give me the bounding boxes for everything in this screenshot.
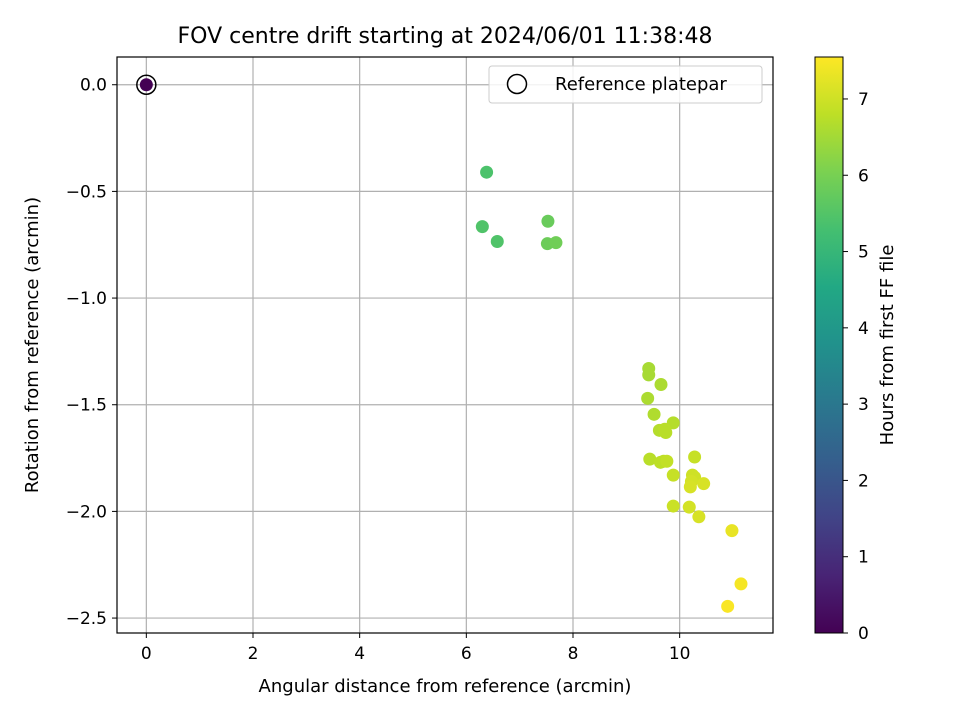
plot-frame <box>116 56 774 634</box>
colorbar: 0 1 2 3 4 5 6 7 Hours from first FF file <box>814 56 898 644</box>
legend-label: Reference platepar <box>555 74 727 95</box>
colorbar-tick-label: 2 <box>858 471 869 491</box>
reference-platepar-point <box>136 74 157 95</box>
legend: Reference platepar <box>488 65 763 104</box>
y-axis-ticks: 0.0 −0.5 −1.0 −1.5 −2.0 −2.5 <box>66 76 117 629</box>
data-point <box>643 452 657 466</box>
data-point <box>480 165 494 179</box>
data-point <box>641 391 655 405</box>
y-tick-label: −1.5 <box>66 396 107 416</box>
colorbar-tick-label: 1 <box>858 548 869 568</box>
legend-marker <box>506 73 528 95</box>
colorbar-tick-label: 4 <box>858 319 869 339</box>
data-point <box>734 577 748 591</box>
colorbar-tick-label: 5 <box>858 243 869 263</box>
y-tick-label: −2.0 <box>66 502 107 522</box>
y-tick-label: −0.5 <box>66 182 107 202</box>
data-point <box>139 78 153 92</box>
data-point <box>654 377 668 391</box>
colorbar-tick-label: 6 <box>858 166 869 186</box>
x-tick-label: 6 <box>461 644 472 664</box>
data-point <box>682 500 696 514</box>
data-point <box>725 524 739 538</box>
data-point <box>666 468 680 482</box>
data-point <box>659 425 673 439</box>
data-point <box>692 510 706 524</box>
y-tick-label: −2.5 <box>66 609 107 629</box>
y-axis-label: Rotation from reference (arcmin) <box>22 197 43 493</box>
grid <box>117 57 773 633</box>
x-tick-label: 8 <box>568 644 579 664</box>
plot-background <box>117 57 773 633</box>
reference-marker <box>136 74 157 95</box>
data-point <box>647 407 661 421</box>
data-point <box>541 214 555 228</box>
colorbar-tick-label: 0 <box>858 624 869 644</box>
colorbar-gradient <box>814 56 844 634</box>
data-point <box>549 236 563 250</box>
y-tick-label: −1.0 <box>66 289 107 309</box>
x-tick-label: 0 <box>141 644 152 664</box>
data-point <box>688 450 702 464</box>
data-point <box>642 368 656 382</box>
x-tick-label: 10 <box>669 644 691 664</box>
chart-title: FOV centre drift starting at 2024/06/01 … <box>178 24 713 49</box>
x-axis-label: Angular distance from reference (arcmin) <box>259 676 632 697</box>
colorbar-tick-label: 3 <box>858 395 869 415</box>
colorbar-label: Hours from first FF file <box>877 245 898 446</box>
x-tick-label: 4 <box>354 644 365 664</box>
x-axis-ticks: 0 2 4 6 8 10 <box>141 633 691 664</box>
colorbar-tick-label: 7 <box>858 90 869 110</box>
plot-area <box>116 56 774 634</box>
data-point <box>660 454 674 468</box>
data-point <box>697 477 711 491</box>
x-tick-label: 2 <box>248 644 259 664</box>
data-point <box>683 480 697 494</box>
y-tick-label: 0.0 <box>80 76 107 96</box>
data-point <box>475 220 489 234</box>
colorbar-ticks: 0 1 2 3 4 5 6 7 <box>843 90 869 644</box>
data-point <box>490 235 504 249</box>
points <box>139 78 748 613</box>
data-point <box>721 599 735 613</box>
legend-box <box>488 65 763 104</box>
data-point <box>666 499 680 513</box>
